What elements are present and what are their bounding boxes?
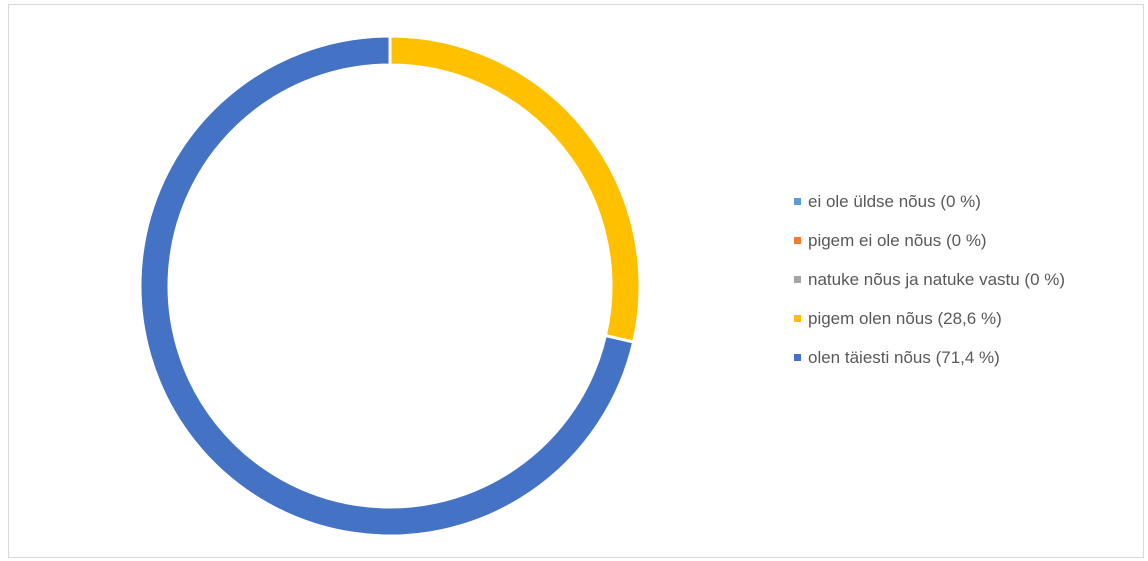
legend-item-natuke-nous-ja-natuke-vastu: natuke nõus ja natuke vastu (0 %) bbox=[794, 267, 1148, 292]
legend-swatch bbox=[794, 354, 801, 361]
legend-label: ei ole üldse nõus (0 %) bbox=[808, 192, 981, 211]
donut-slice-3 bbox=[388, 34, 642, 344]
legend-swatch bbox=[794, 198, 801, 205]
legend-item-ei-ole-uldse-nous: ei ole üldse nõus (0 %) bbox=[794, 189, 1148, 214]
legend: ei ole üldse nõus (0 %) pigem ei ole nõu… bbox=[794, 189, 1148, 384]
legend-swatch bbox=[794, 276, 801, 283]
legend-swatch bbox=[794, 315, 801, 322]
legend-label: olen täiesti nõus (71,4 %) bbox=[808, 348, 1000, 367]
donut-chart bbox=[138, 34, 642, 538]
chart-area: ei ole üldse nõus (0 %) pigem ei ole nõu… bbox=[8, 4, 1144, 558]
legend-label: natuke nõus ja natuke vastu (0 %) bbox=[808, 270, 1066, 289]
legend-item-pigem-olen-nous: pigem olen nõus (28,6 %) bbox=[794, 306, 1148, 331]
legend-item-olen-taiesti-nous: olen täiesti nõus (71,4 %) bbox=[794, 345, 1148, 370]
donut-slice-4 bbox=[138, 34, 636, 538]
legend-item-pigem-ei-ole-nous: pigem ei ole nõus (0 %) bbox=[794, 228, 1148, 253]
legend-label: pigem ei ole nõus (0 %) bbox=[808, 231, 987, 250]
legend-swatch bbox=[794, 237, 801, 244]
legend-label: pigem olen nõus (28,6 %) bbox=[808, 309, 1002, 328]
